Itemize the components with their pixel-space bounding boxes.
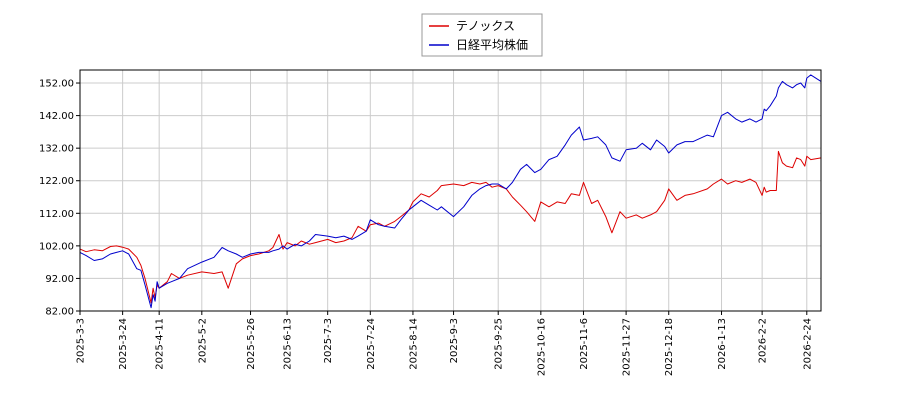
legend-label-0: テノックス — [456, 19, 515, 33]
x-tick-label: 2025-4-11 — [155, 318, 166, 370]
x-tick-label: 2025-3-24 — [118, 318, 129, 370]
x-tick-label: 2025-7-3 — [323, 318, 334, 363]
x-tick-label: 2025-12-18 — [664, 318, 675, 376]
series-line-0 — [79, 150, 822, 304]
grid-lines — [79, 70, 821, 312]
x-tick-label: 2025-7-24 — [366, 318, 377, 370]
x-tick-label: 2025-5-26 — [246, 318, 257, 370]
y-tick-label: 82.00 — [45, 307, 74, 318]
x-tick-label: 2026-1-13 — [717, 318, 728, 370]
x-tick-label: 2025-11-27 — [622, 318, 633, 376]
x-tick-label: 2025-3-3 — [76, 318, 87, 363]
series-line-1 — [79, 74, 822, 309]
x-tick-label: 2025-9-25 — [494, 318, 505, 370]
y-tick-label: 92.00 — [45, 274, 74, 285]
y-tick-label: 112.00 — [39, 209, 74, 220]
plot-frame — [79, 69, 822, 312]
x-tick-label: 2026-2-2 — [758, 318, 769, 363]
x-tick-label: 2025-8-14 — [408, 318, 419, 370]
y-tick-label: 122.00 — [39, 176, 74, 187]
x-axis: 2025-3-3 2025-3-24 2025-4-11 2025-5-2 2025-5… — [76, 311, 813, 376]
legend: テノックス 日経平均株価 — [421, 13, 543, 57]
x-tick-label: 2025-5-2 — [197, 318, 208, 363]
x-tick-label: 2025-6-13 — [283, 318, 294, 370]
y-axis: 82.00 92.00 102.00 112.00 122.00 132.00 142.00… — [39, 79, 80, 318]
series-layer — [79, 74, 822, 309]
y-tick-label: 142.00 — [39, 111, 74, 122]
legend-box — [421, 13, 543, 57]
x-tick-label: 2025-9-3 — [449, 318, 460, 363]
x-tick-label: 2025-10-16 — [536, 318, 547, 376]
x-tick-label: 2025-11-6 — [579, 318, 590, 370]
y-tick-label: 102.00 — [39, 241, 74, 252]
x-tick-label: 2026-2-24 — [802, 318, 813, 370]
legend-label-1: 日経平均株価 — [456, 37, 528, 52]
y-tick-label: 132.00 — [39, 144, 74, 155]
y-tick-label: 152.00 — [39, 79, 74, 90]
